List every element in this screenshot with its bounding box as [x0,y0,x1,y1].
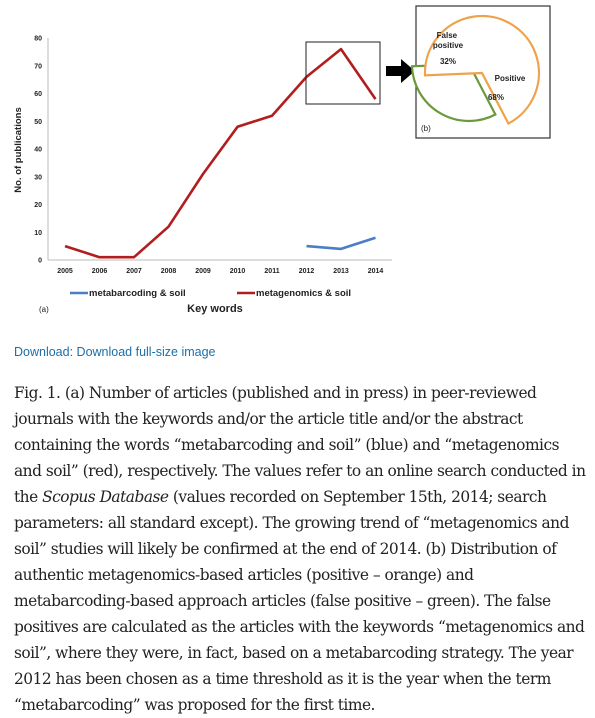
pie-slice [410,62,497,123]
legend-label: metagenomics & soil [256,288,351,299]
y-tick-labels: 0 10 20 30 40 50 60 70 80 [34,36,42,265]
y-tick-label: 10 [34,230,42,237]
x-tick-label: 2005 [57,268,73,275]
y-tick-label: 40 [34,147,42,154]
x-tick-label: 2012 [299,268,315,275]
x-tick-label: 2009 [195,268,211,275]
caption-italic: Scopus Database [42,488,169,506]
pie-value-label: 68% [488,93,504,102]
figure-caption: Fig. 1. (a) Number of articles (publishe… [14,380,586,718]
arrow-icon [386,59,415,83]
highlight-box [305,41,381,105]
x-tick-labels: 2005 2006 2007 2008 2009 2010 2011 2012 2013 2014 [57,268,383,275]
y-tick-label: 80 [34,36,42,43]
x-tick-label: 2006 [92,268,108,275]
series-line-1 [64,47,377,259]
caption-text-1: (a) Number of articles (published and in… [14,384,586,506]
panel-a-label: (a) [39,305,49,314]
x-axis-label: Key words [187,303,243,315]
pie-label: False positive [433,31,464,50]
pie-chart: False positive 32% Positive 68% [410,14,541,125]
x-tick-label: 2011 [264,268,279,275]
x-tick-label: 2013 [333,268,349,275]
pie-label: Positive [495,74,526,83]
download-link[interactable]: Download: Download full-size image [14,345,216,359]
y-tick-label: 20 [34,202,42,209]
caption-label: Fig. 1. [14,384,61,402]
series-line-0 [306,236,376,251]
y-axis-label: No. of publications [13,107,24,193]
caption-text-2: (values recorded on September 15th, 2014… [14,488,585,714]
x-tick-label: 2010 [230,268,246,275]
y-tick-label: 50 [34,119,42,126]
series-lines [64,47,377,259]
legend: metabarcoding & soil metagenomics & soil [70,288,351,299]
x-tick-label: 2008 [161,268,177,275]
x-tick-label: 2007 [126,268,142,275]
y-tick-label: 0 [38,258,42,265]
x-tick-label: 2014 [368,268,384,275]
pie-slice [423,14,541,125]
y-tick-label: 60 [34,91,42,98]
panel-b-label: (b) [421,124,431,133]
legend-label: metabarcoding & soil [89,288,186,299]
pie-value-label: 32% [440,57,456,66]
y-tick-label: 70 [34,63,42,70]
y-tick-label: 30 [34,174,42,181]
